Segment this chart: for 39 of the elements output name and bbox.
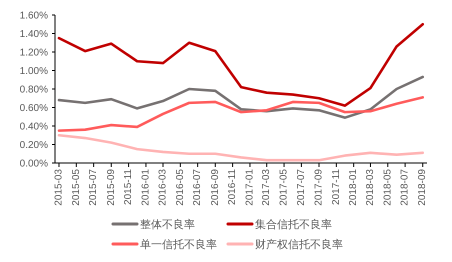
line-series [58, 134, 424, 162]
x-tick-label: 2017-07 [296, 168, 307, 206]
x-tick-label: 2017-11 [330, 168, 342, 205]
line-series [58, 22, 424, 107]
y-tick-label: 1.20% [20, 48, 48, 58]
x-tick-label: 2015-07 [88, 168, 100, 206]
x-tick-label: 2015-11 [123, 168, 134, 205]
legend-label: 集合信托不良率 [255, 218, 332, 231]
x-tick-label: 2016-05 [174, 168, 186, 206]
x-tick-label: 2015-05 [70, 168, 82, 206]
x-tick-label: 2017-01 [244, 168, 256, 206]
legend-label: 单一信托不良率 [140, 238, 217, 251]
x-tick-label: 2015-09 [106, 168, 117, 206]
x-tick-label: 2016-11 [227, 168, 238, 205]
line-series [58, 96, 424, 132]
y-tick-label: 0.40% [20, 122, 48, 132]
y-tick-label: 1.60% [20, 10, 48, 22]
y-tick-label: 0.00% [20, 158, 48, 170]
legend-label: 财产权信托不良率 [255, 238, 343, 251]
x-tick-label: 2016-01 [140, 168, 152, 206]
x-tick-label: 2016-09 [210, 168, 221, 206]
x-tick-label: 2018-01 [348, 168, 360, 206]
x-tick-label: 2017-03 [261, 168, 272, 206]
x-tick-label: 2016-03 [157, 168, 168, 206]
x-tick-label: 2017-05 [278, 168, 290, 206]
x-tick-label: 2016-07 [192, 168, 204, 206]
y-tick-label: 1.40% [20, 29, 48, 40]
line-series [58, 76, 424, 119]
y-tick-label: 0.60% [20, 103, 48, 114]
x-tick-label: 2018-09 [417, 168, 428, 206]
legend-label: 整体不良率 [140, 218, 195, 231]
x-tick-label: 2017-09 [314, 168, 325, 206]
y-tick-label: 0.20% [20, 140, 48, 151]
x-tick-label: 2018-03 [364, 168, 376, 206]
y-tick-label: 1.00% [20, 66, 48, 77]
x-tick-label: 2018-05 [382, 168, 394, 206]
y-tick-label: 0.80% [20, 84, 48, 96]
x-tick-label: 2015-03 [53, 168, 64, 206]
x-tick-label: 2018-07 [400, 168, 411, 206]
